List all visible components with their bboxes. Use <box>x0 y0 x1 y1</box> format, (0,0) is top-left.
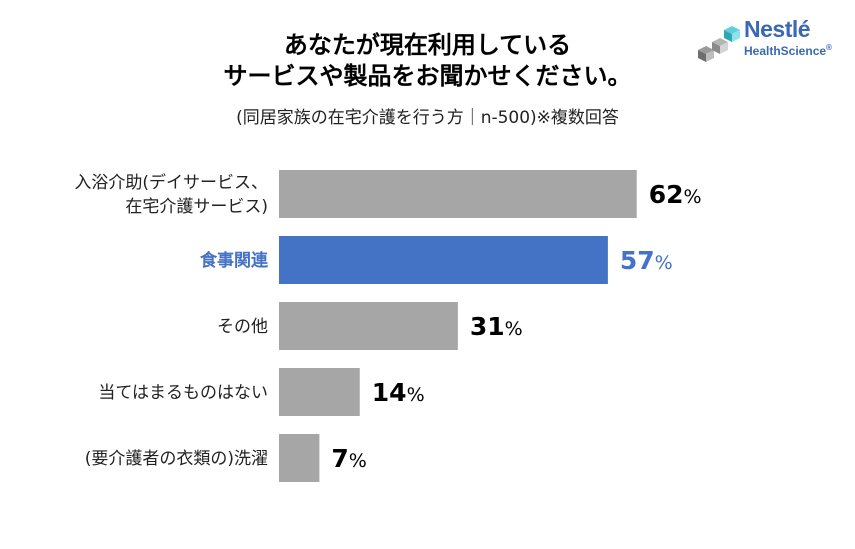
value-label-0: 62% <box>649 180 702 209</box>
nestle-health-science-logo: Nestlé HealthScience® <box>694 16 844 66</box>
chart-title-line-1: あなたが現在利用している <box>283 31 572 59</box>
bar-3 <box>279 368 360 416</box>
value-unit-0: % <box>684 186 702 208</box>
value-unit-1: % <box>655 252 673 274</box>
value-number-4: 7 <box>331 444 348 473</box>
category-label-1: 食事関連 <box>200 250 269 271</box>
value-label-3: 14% <box>372 378 425 407</box>
logo-wordmark-healthscience: HealthScience® <box>744 43 832 58</box>
logo-healthscience-text: HealthScience <box>744 44 827 58</box>
category-label-0-line-1: 在宅介護サービス) <box>125 197 268 217</box>
category-label-2: その他 <box>217 317 268 337</box>
chart-title-line-2: サービスや製品をお聞かせください。 <box>223 62 632 90</box>
value-number-0: 62 <box>649 180 684 209</box>
logo-wordmark-nestle: Nestlé <box>744 16 811 42</box>
value-unit-3: % <box>407 384 425 406</box>
value-number-3: 14 <box>372 378 407 407</box>
logo-registered-mark: ® <box>826 43 832 52</box>
chart-subtitle: (同居家族の在宅介護を行う方｜n-500)※複数回答 <box>236 108 619 128</box>
bar-2 <box>279 302 458 350</box>
chart-title: あなたが現在利用している サービスや製品をお聞かせください。 <box>0 30 855 92</box>
value-label-4: 7% <box>331 444 366 473</box>
value-number-2: 31 <box>470 312 505 341</box>
value-label-1: 57% <box>620 246 673 275</box>
category-label-4: (要介護者の衣類の)洗濯 <box>85 449 268 469</box>
value-number-1: 57 <box>620 246 655 275</box>
bar-1 <box>279 236 608 284</box>
category-label-3: 当てはまるものはない <box>98 383 268 403</box>
logo-cubes-icon <box>698 26 740 62</box>
value-unit-2: % <box>505 318 523 340</box>
value-label-2: 31% <box>470 312 523 341</box>
value-unit-4: % <box>349 450 367 472</box>
category-label-0-line-0: 入浴介助(デイサービス、 <box>74 172 268 193</box>
bar-0 <box>279 170 637 218</box>
bar-4 <box>279 434 320 482</box>
